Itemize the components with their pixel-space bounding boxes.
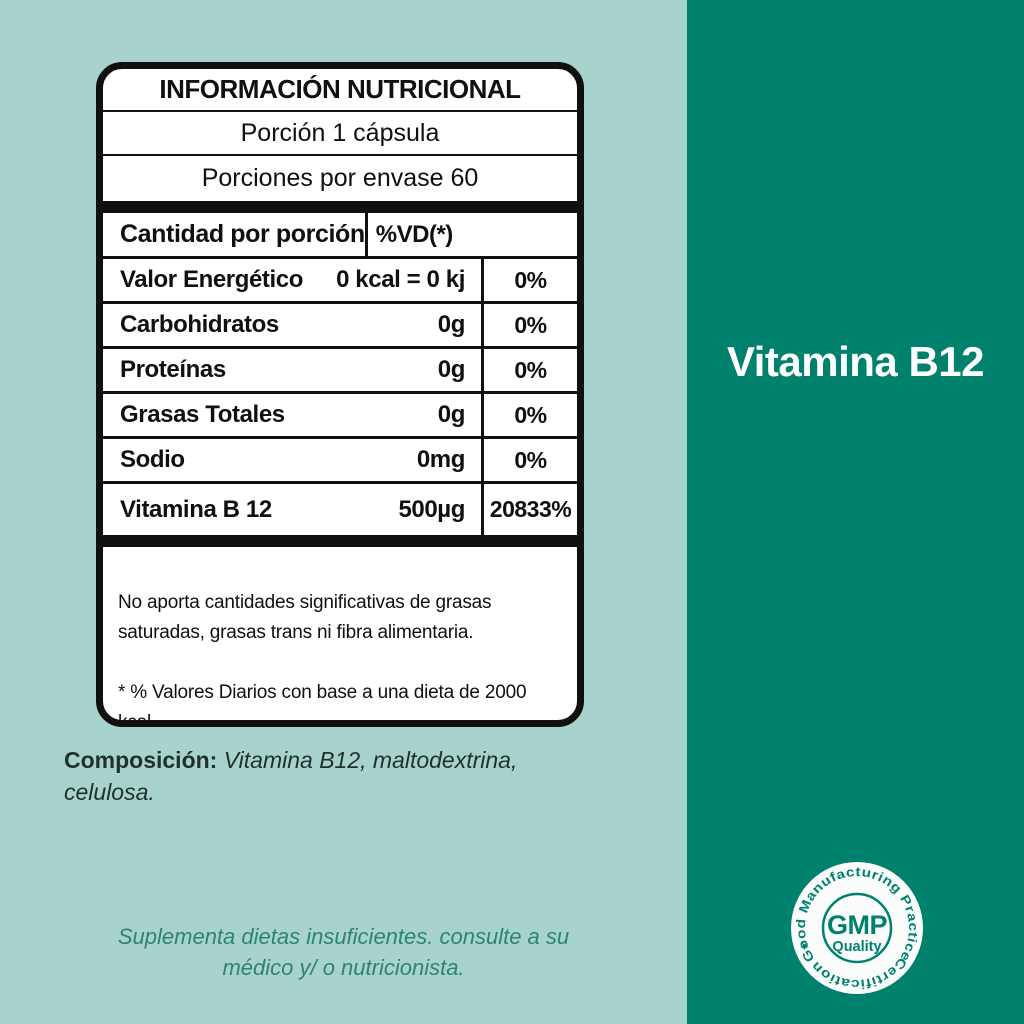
thick-divider	[103, 535, 577, 547]
table-header-row: Cantidad por porción %VD(*)	[103, 213, 577, 259]
nutrient-dv: 0%	[481, 304, 577, 346]
star-icon: ★	[798, 939, 813, 952]
seal-inner-ring	[821, 892, 893, 964]
composition-ingredients: Vitamina B12, maltodextrina, celulosa.	[64, 747, 518, 805]
nutrient-name: Carbohidratos	[120, 311, 279, 338]
label-footnote: No aporta cantidades significativas de g…	[103, 547, 577, 727]
right-panel	[687, 0, 1024, 1024]
nutrient-name: Valor Energético	[120, 266, 303, 293]
nutrient-dv: 0%	[481, 349, 577, 391]
nutrient-dv: 0%	[481, 259, 577, 301]
seal-gmp-text: GMP	[827, 910, 887, 940]
nutrient-amount: 0g	[437, 311, 466, 338]
seal-badge-circle	[791, 862, 923, 994]
nutrient-amount: 500µg	[398, 495, 465, 523]
table-row: Grasas Totales 0g 0%	[103, 394, 577, 439]
column-header-amount: Cantidad por porción	[120, 220, 365, 248]
nutrient-name: Grasas Totales	[120, 401, 285, 428]
table-row: Sodio 0mg 0%	[103, 439, 577, 484]
composition-text: Composición: Vitamina B12, maltodextrina…	[64, 744, 644, 808]
nutrient-amount: 0g	[437, 356, 466, 383]
table-row: Proteínas 0g 0%	[103, 349, 577, 394]
left-panel: INFORMACIÓN NUTRICIONAL Porción 1 cápsul…	[64, 62, 644, 980]
serving-size: Porción 1 cápsula	[103, 112, 577, 156]
disclaimer-text: Suplementa dietas insuficientes. consult…	[117, 924, 570, 980]
nutrient-name: Sodio	[120, 446, 185, 473]
table-row: Valor Energético 0 kcal = 0 kj 0%	[103, 259, 577, 304]
nutrition-label: INFORMACIÓN NUTRICIONAL Porción 1 cápsul…	[96, 62, 584, 727]
table-row: Vitamina B 12 500µg 20833%	[103, 484, 577, 535]
footnote-significant-amounts: No aporta cantidades significativas de g…	[118, 592, 492, 643]
gmp-seal-icon: Good Manufacturing Practice Certificatio…	[791, 862, 923, 994]
composition-label: Composición:	[64, 747, 218, 773]
product-title: Vitamina B12	[726, 338, 985, 385]
servings-per-container: Porciones por envase 60	[201, 164, 479, 192]
column-header-dv: %VD(*)	[364, 213, 461, 256]
nutrient-dv: 20833%	[481, 484, 577, 535]
nutrition-title: INFORMACIÓN NUTRICIONAL	[103, 69, 577, 112]
nutrient-amount: 0g	[437, 401, 466, 428]
nutrient-amount: 0 kcal = 0 kj	[336, 266, 465, 293]
footnote-daily-values: * % Valores Diarios con base a una dieta…	[118, 682, 527, 727]
nutrient-dv: 0%	[481, 439, 577, 481]
seal-quality-text: Quality	[832, 939, 881, 955]
nutrient-amount: 0mg	[416, 446, 466, 473]
nutrient-name: Proteínas	[120, 356, 226, 383]
nutrient-dv: 0%	[481, 394, 577, 436]
thick-divider	[103, 201, 577, 213]
table-row: Carbohidratos 0g 0%	[103, 304, 577, 349]
nutrient-name: Vitamina B 12	[120, 495, 272, 523]
